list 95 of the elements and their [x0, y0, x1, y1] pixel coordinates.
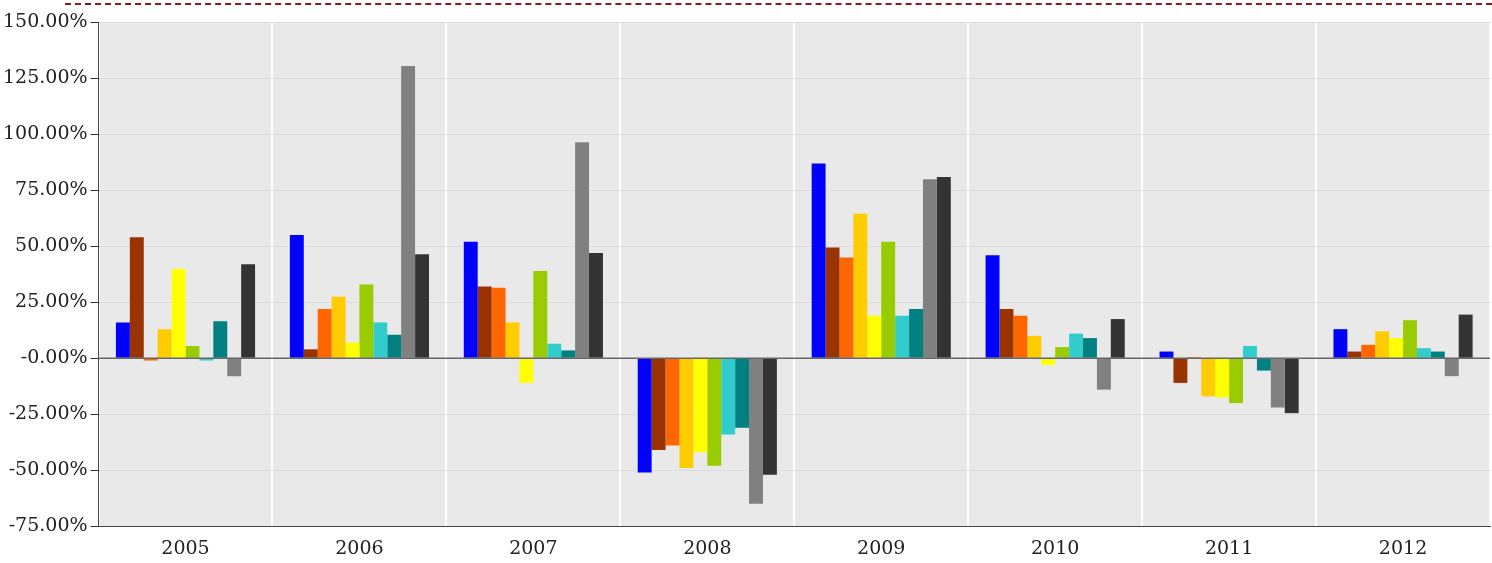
- bar: [401, 66, 416, 358]
- x-tick-label: 2012: [1378, 535, 1428, 558]
- bar: [1159, 351, 1174, 358]
- y-tick-label: 50.00%: [15, 233, 88, 256]
- bar: [1041, 358, 1056, 365]
- y-tick-label: -0.00%: [20, 345, 88, 368]
- y-tick-label: 150.00%: [2, 9, 88, 32]
- bar: [1215, 358, 1230, 398]
- bar: [853, 213, 868, 358]
- bar: [1055, 347, 1070, 358]
- y-tick-label: 25.00%: [15, 289, 88, 312]
- bar: [1096, 358, 1111, 390]
- bar: [1361, 344, 1376, 358]
- bar: [1256, 358, 1271, 371]
- bar: [1243, 345, 1257, 358]
- bar: [881, 241, 896, 358]
- bar: [477, 286, 492, 358]
- bar: [1027, 335, 1042, 358]
- bar: [561, 350, 576, 358]
- bar: [811, 163, 826, 358]
- bar: [213, 321, 228, 358]
- bar: [1403, 320, 1417, 358]
- bar: [463, 241, 478, 358]
- bar: [839, 257, 854, 358]
- bar: [171, 268, 186, 358]
- bar: [922, 179, 937, 358]
- bar: [575, 142, 590, 358]
- bar: [547, 343, 562, 358]
- bar: [157, 329, 172, 358]
- bar: [345, 342, 360, 358]
- bar: [1430, 351, 1445, 358]
- bar: [331, 296, 346, 358]
- bar: [679, 358, 694, 468]
- bar: [387, 334, 402, 358]
- bar: [415, 254, 430, 358]
- y-tick-label: -50.00%: [8, 457, 88, 480]
- bar: [227, 358, 242, 377]
- bar: [1416, 348, 1431, 358]
- bar: [185, 345, 200, 358]
- x-tick-label: 2008: [683, 535, 732, 558]
- bar: [1229, 358, 1244, 404]
- x-tick-label: 2011: [1204, 535, 1254, 558]
- bar: [359, 284, 374, 358]
- bar: [519, 358, 534, 383]
- bar: [491, 287, 506, 358]
- bar: [1333, 329, 1348, 358]
- bar: [505, 322, 520, 358]
- bar: [1375, 331, 1390, 358]
- bar: [115, 322, 130, 358]
- bar: [129, 237, 144, 358]
- x-tick-label: 2010: [1030, 535, 1080, 558]
- bar: [825, 247, 840, 358]
- bar: [895, 315, 910, 358]
- x-tick-label: 2009: [857, 535, 906, 558]
- x-tick-label: 2007: [509, 535, 558, 558]
- y-tick-label: 125.00%: [2, 65, 88, 88]
- bar: [721, 358, 736, 435]
- bar: [1069, 333, 1083, 358]
- bar: [303, 349, 318, 358]
- bar: [1083, 338, 1097, 358]
- bar: [1173, 358, 1188, 383]
- bar: [533, 270, 548, 358]
- bar: [317, 309, 332, 358]
- bar: [589, 253, 603, 358]
- bar: [637, 358, 652, 473]
- bar: [665, 358, 680, 446]
- y-tick-label: 75.00%: [15, 177, 88, 200]
- bar: [1284, 358, 1299, 414]
- bar: [693, 358, 708, 453]
- bar: [1013, 315, 1028, 358]
- bar: [1270, 358, 1285, 408]
- bar: [749, 358, 763, 504]
- bar: [735, 358, 750, 428]
- x-tick-label: 2006: [335, 535, 384, 558]
- bar: [985, 255, 1000, 358]
- x-tick-label: 2005: [161, 535, 210, 558]
- bar: [1347, 351, 1362, 358]
- y-tick-label: -25.00%: [8, 401, 88, 424]
- bar: [999, 309, 1014, 358]
- bar: [936, 176, 951, 358]
- bar: [909, 309, 923, 358]
- bar: [1444, 358, 1459, 377]
- y-tick-label: -75.00%: [8, 513, 88, 536]
- bar: [1110, 319, 1125, 358]
- bar: [373, 322, 388, 358]
- y-tick-label: 100.00%: [2, 121, 88, 144]
- bar: [651, 358, 666, 451]
- bar: [707, 358, 722, 466]
- bar: [1201, 358, 1216, 397]
- bar: [241, 264, 256, 358]
- bar: [867, 315, 882, 358]
- bar: [289, 235, 304, 358]
- bar: [1389, 338, 1404, 358]
- bar: [1458, 314, 1473, 358]
- bar: [762, 358, 777, 475]
